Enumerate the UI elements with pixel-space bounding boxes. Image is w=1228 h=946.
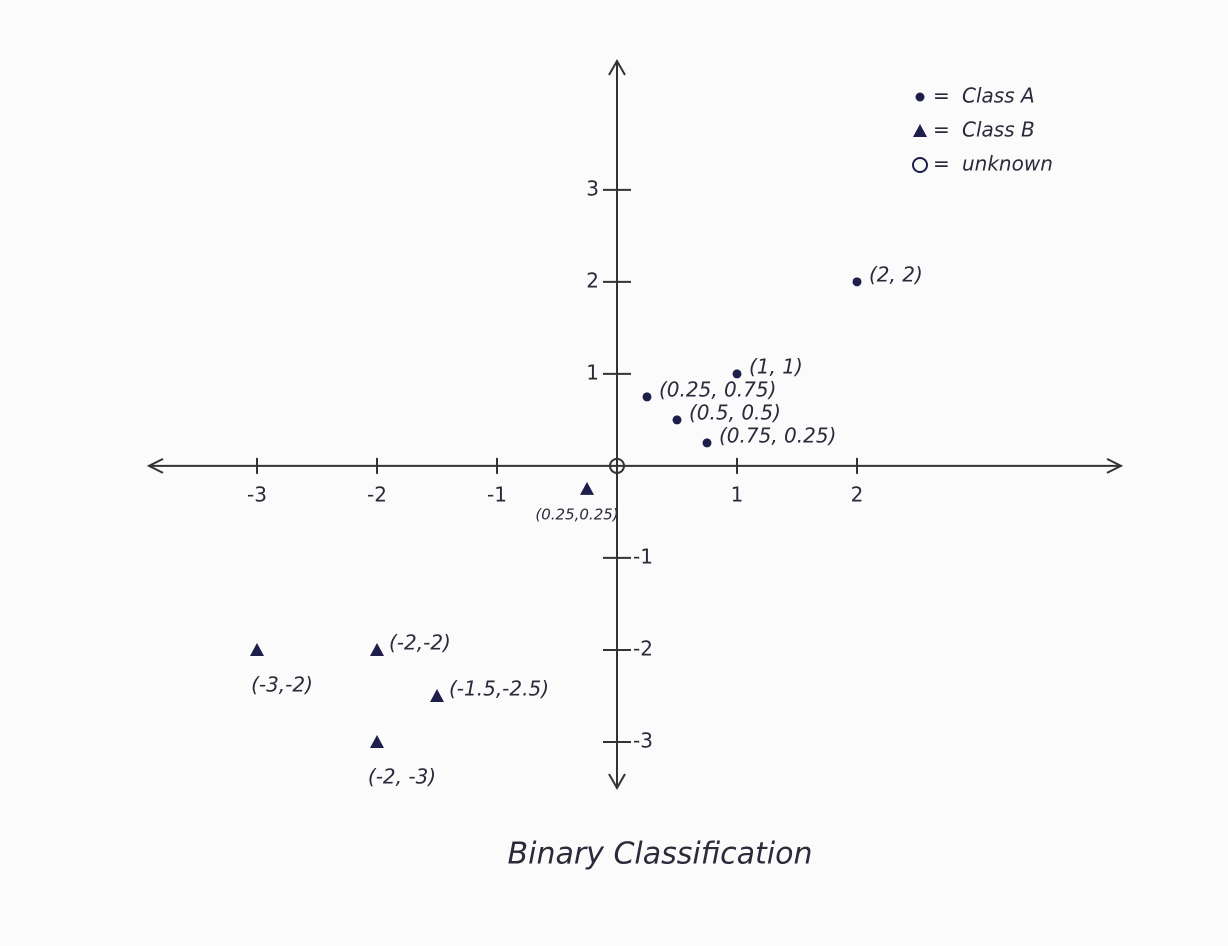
- legend-marker: [915, 92, 925, 102]
- point-label: (0.5, 0.5): [689, 400, 781, 424]
- legend-equals: =: [933, 152, 950, 176]
- point: [642, 392, 652, 402]
- chart-title: Binary Classification: [508, 837, 813, 872]
- point-label: (0.75, 0.25): [719, 423, 836, 447]
- point-label: (-1.5,-2.5): [449, 676, 549, 700]
- point: [580, 481, 594, 495]
- point: [702, 438, 712, 448]
- y-axis: [608, 58, 626, 791]
- legend-label: unknown: [962, 152, 1053, 176]
- origin: [609, 457, 625, 474]
- point-label: (1, 1): [749, 354, 803, 378]
- y-tick-label: -1: [633, 544, 653, 568]
- x-tick-label: -3: [247, 482, 267, 506]
- legend-equals: =: [933, 118, 950, 142]
- y-tick-label: 2: [586, 268, 599, 292]
- point: [370, 734, 384, 748]
- x-tick-label: -1: [487, 482, 507, 506]
- point-label: (-3,-2): [251, 672, 313, 696]
- x-tick-label: -2: [367, 482, 387, 506]
- point: [672, 415, 682, 425]
- legend-marker: [913, 124, 927, 137]
- y-tick-label: 3: [586, 176, 599, 200]
- x-tick-label: 2: [851, 482, 864, 506]
- point-label: (-2,-2): [389, 630, 451, 654]
- legend-marker: [912, 157, 928, 173]
- point: [732, 369, 742, 379]
- point: [852, 277, 862, 287]
- point-label: (-2, -3): [368, 764, 436, 788]
- y-tick-label: -3: [633, 728, 653, 752]
- x-axis: [146, 458, 1124, 474]
- legend-equals: =: [933, 84, 950, 108]
- point: [250, 642, 264, 656]
- legend-label: Class B: [962, 118, 1035, 142]
- point-label: (0.25,0.25): [535, 505, 618, 523]
- legend-label: Class A: [962, 84, 1035, 108]
- point: [370, 642, 384, 656]
- point: [430, 688, 444, 702]
- point-label: (2, 2): [869, 262, 923, 286]
- y-tick-label: 1: [586, 360, 599, 384]
- point-label: (0.25, 0.75): [659, 377, 776, 401]
- x-tick-label: 1: [731, 482, 744, 506]
- y-tick-label: -2: [633, 636, 653, 660]
